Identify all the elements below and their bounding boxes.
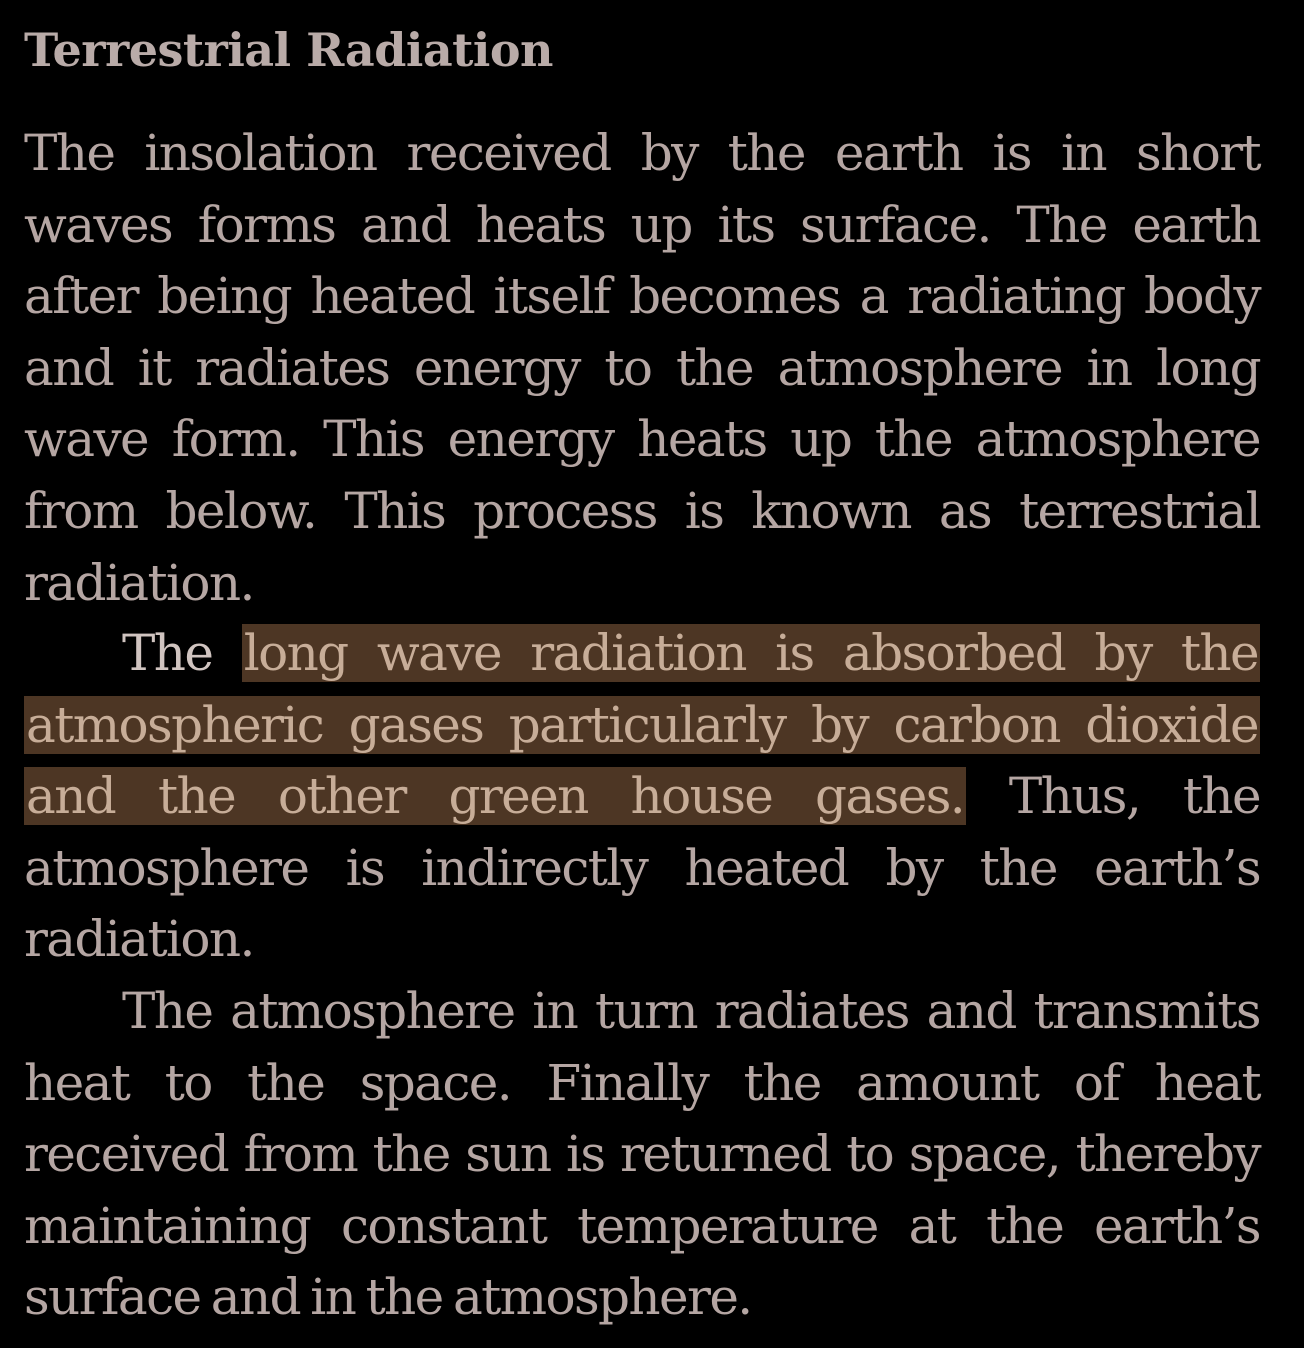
paragraph-3: The atmosphere in turn radiates and tran… bbox=[24, 976, 1260, 1334]
paragraph-2-lead: The bbox=[122, 624, 242, 682]
paragraph-1: The insolation received by the earth is … bbox=[24, 118, 1260, 619]
section-heading: Terrestrial Radiation bbox=[24, 22, 553, 78]
paragraph-3-text: The atmosphere in turn radiates and tran… bbox=[24, 982, 1260, 1326]
paragraph-2: The long wave radiation is absorbed by t… bbox=[24, 618, 1260, 976]
